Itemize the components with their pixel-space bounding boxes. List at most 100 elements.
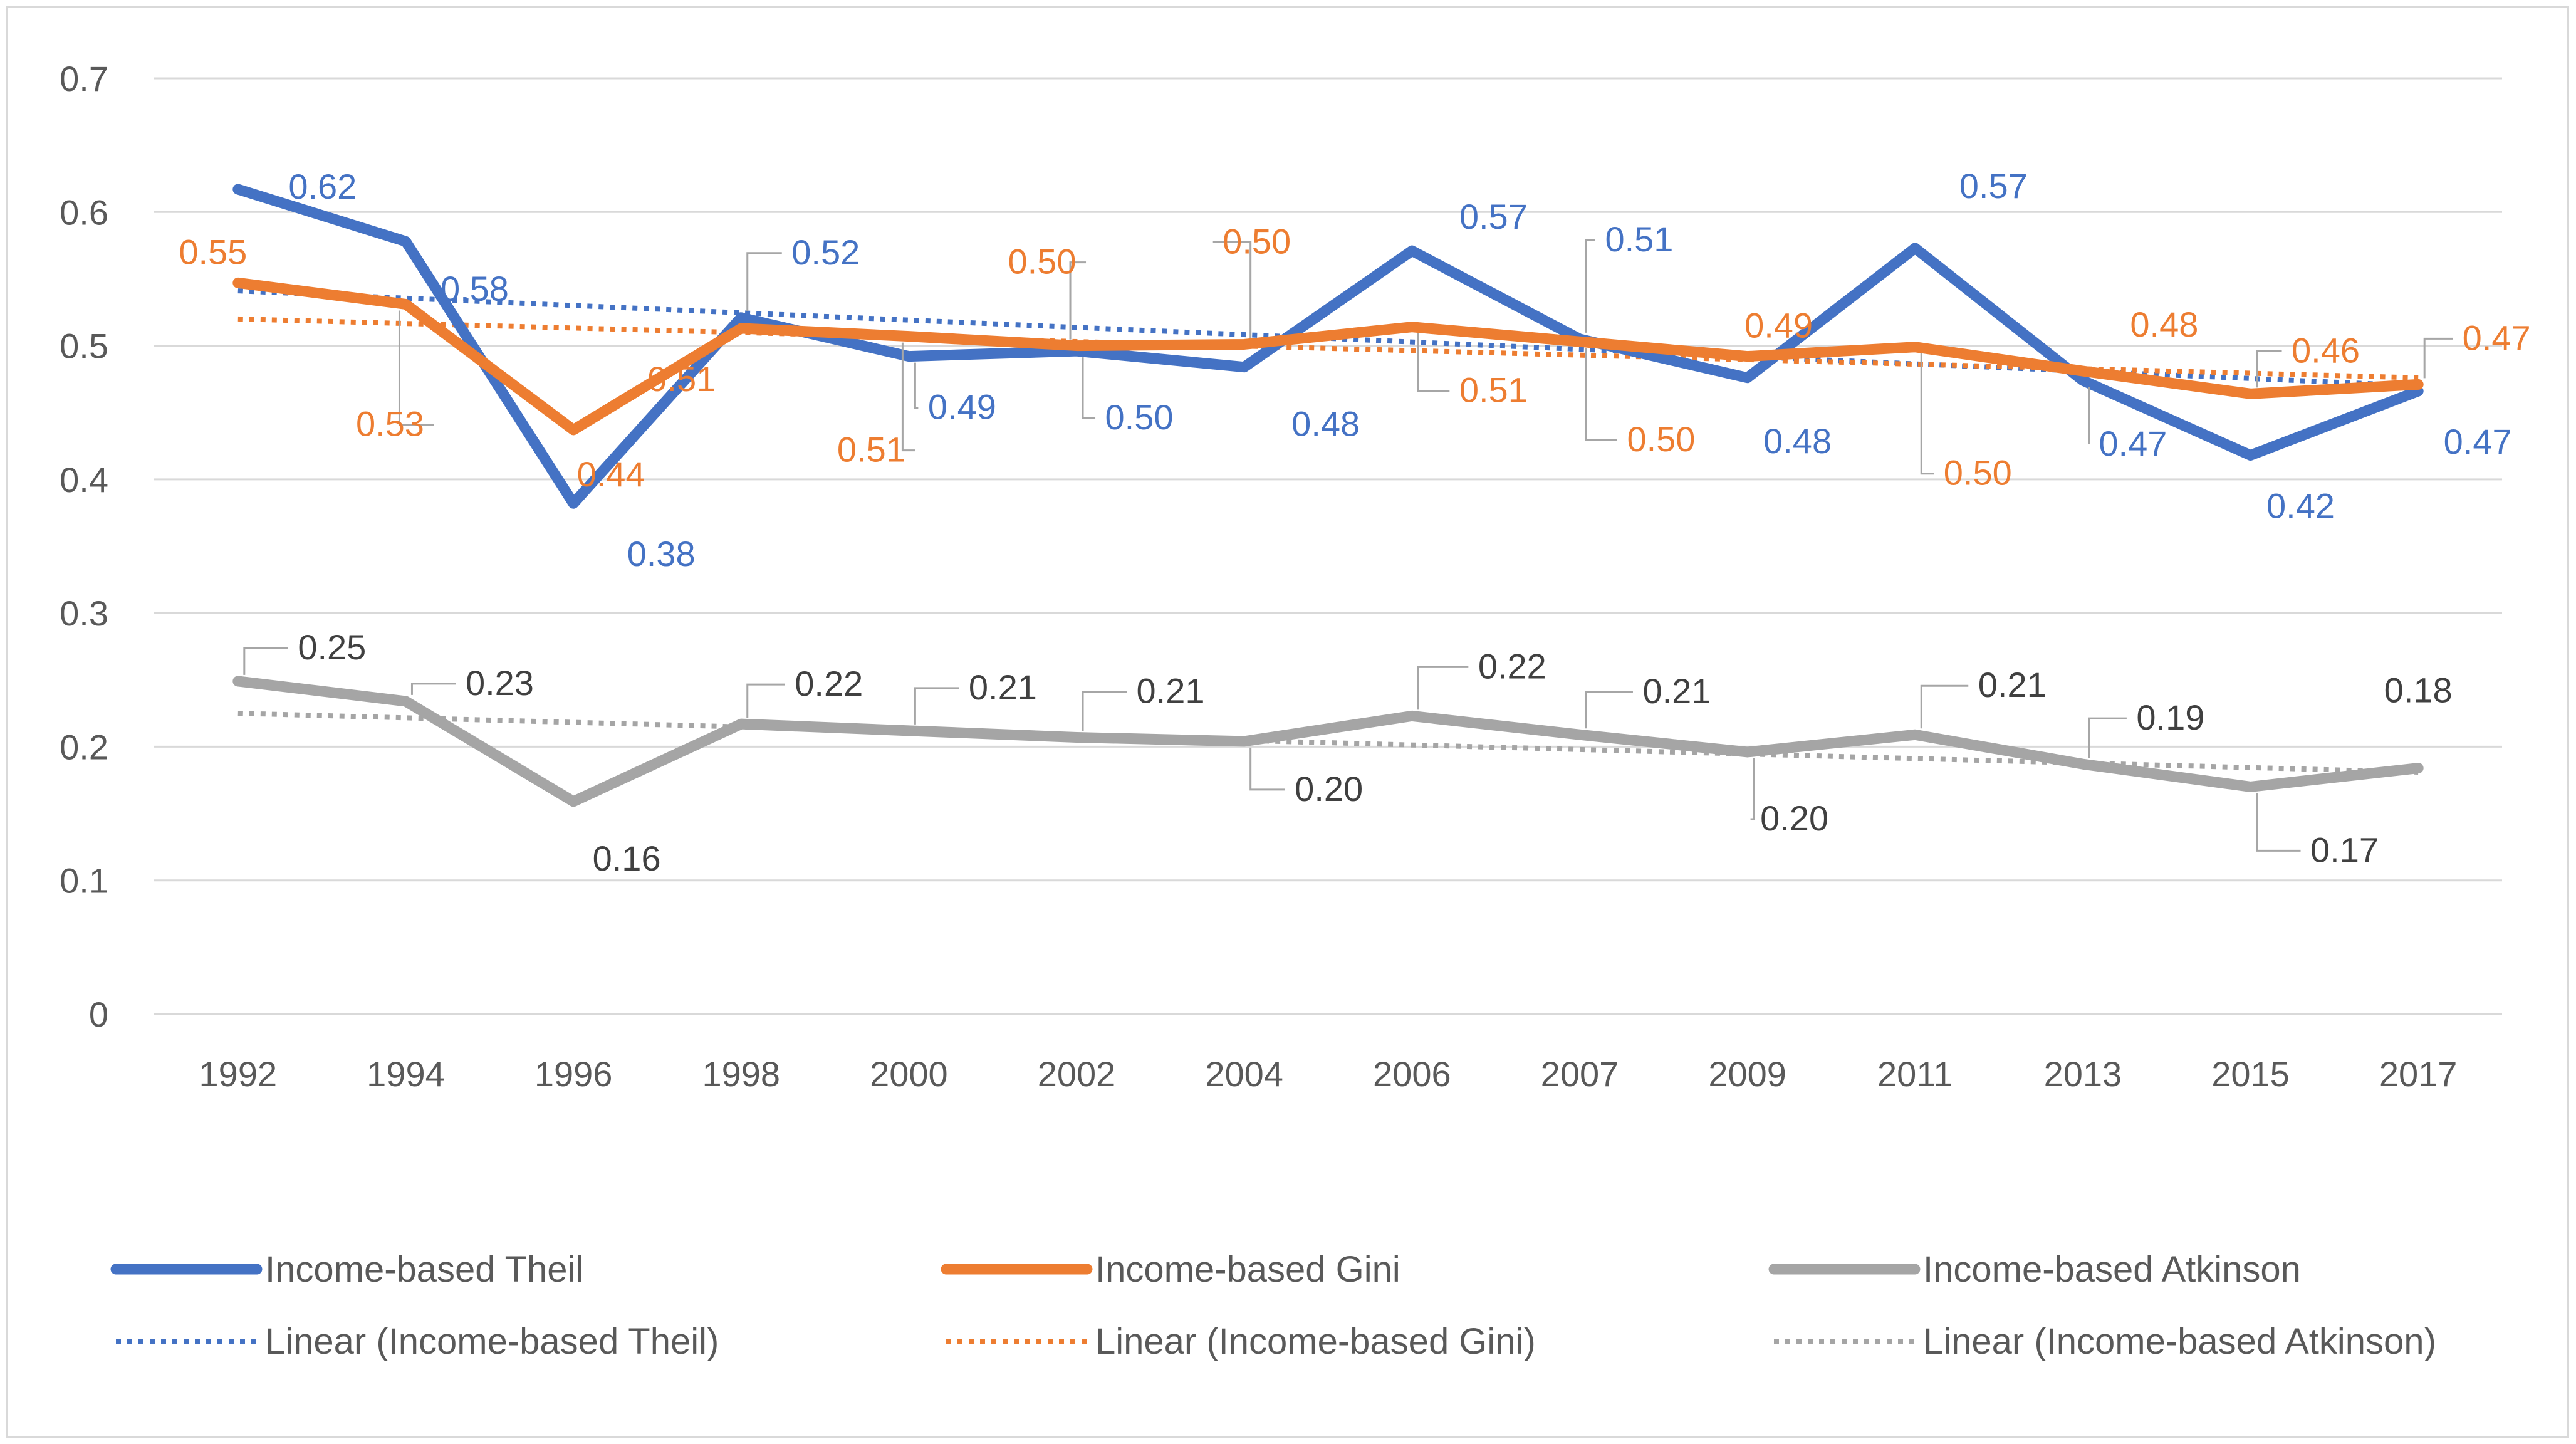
x-axis-ticks: 1992 1994 1996 1998 2000 2002 2004 2006 2007 2009…: [199, 1054, 2458, 1094]
data-label-leader: [1417, 666, 1469, 710]
data-label-atkinson: 0.21: [1137, 671, 1205, 710]
legend: Income-based Theil Income-based Gini Incom…: [110, 1249, 2436, 1362]
x-tick-label: 1992: [199, 1054, 278, 1094]
data-label-theil: 0.42: [2266, 486, 2335, 525]
data-label-theil: 0.47: [2444, 422, 2512, 461]
data-label-theil: 0.47: [2099, 424, 2167, 463]
data-label-gini: 0.53: [356, 404, 424, 443]
y-tick-label: 0.1: [60, 861, 108, 901]
data-label-leader: [1212, 241, 1252, 338]
y-tick-label: 0.3: [60, 594, 108, 633]
data-label-atkinson: 0.23: [466, 663, 534, 703]
y-tick-label: 0.4: [60, 460, 108, 500]
data-label-gini: 0.51: [837, 430, 905, 469]
data-label-atkinson: 0.20: [1760, 798, 1828, 838]
data-label-atkinson: 0.18: [2384, 671, 2453, 710]
x-tick-label: 2017: [2379, 1054, 2458, 1094]
data-label-gini: 0.55: [179, 232, 247, 271]
x-tick-label: 1996: [534, 1054, 613, 1094]
data-label-leader: [901, 342, 915, 452]
data-label-leader: [1082, 357, 1096, 419]
data-label-leader: [1750, 758, 1755, 820]
x-tick-label: 2006: [1373, 1054, 1451, 1094]
data-label-gini: 0.44: [577, 454, 645, 494]
data-label-atkinson: 0.20: [1295, 769, 1363, 808]
data-label-gini: 0.51: [647, 359, 716, 399]
legend-label-trend-atkinson: Linear (Income-based Atkinson): [1923, 1321, 2436, 1362]
data-label-theil: 0.48: [1291, 404, 1360, 444]
x-tick-label: 2013: [2044, 1054, 2122, 1094]
data-label-gini: 0.47: [2463, 318, 2531, 357]
series-line-gini: [232, 277, 2424, 436]
data-label-theil: 0.52: [791, 233, 860, 272]
data-label-gini: 0.50: [1008, 242, 1077, 281]
x-tick-label: 2009: [1708, 1054, 1786, 1094]
data-label-theil: 0.57: [1959, 166, 2028, 206]
x-tick-label: 2000: [870, 1054, 948, 1094]
chart-frame: 0 0.1 0.2 0.3 0.4 0.5 0.6 0.7 1992 1994 1996 1998 2…: [6, 6, 2569, 1438]
x-tick-label: 2011: [1877, 1054, 1953, 1094]
data-label-leader: [2256, 350, 2282, 388]
data-label-leader: [1249, 747, 1285, 791]
data-label-leader: [746, 683, 785, 718]
data-label-theil: 0.58: [441, 269, 509, 308]
data-label-leader: [2423, 337, 2453, 379]
data-label-leader: [1585, 239, 1595, 333]
legend-label-atkinson: Income-based Atkinson: [1923, 1249, 2301, 1290]
data-label-leader: [398, 310, 434, 426]
data-label-atkinson: 0.21: [1642, 671, 1711, 711]
data-label-gini: 0.50: [1627, 419, 1695, 459]
data-label-theil: 0.51: [1605, 219, 1673, 259]
data-label-atkinson: 0.22: [795, 664, 863, 703]
data-label-atkinson: 0.17: [2310, 830, 2379, 869]
data-label-theil: 0.57: [1459, 197, 1528, 236]
data-label-theil: 0.38: [627, 534, 696, 573]
data-label-leader: [1920, 684, 1969, 729]
legend-label-theil: Income-based Theil: [265, 1249, 583, 1290]
data-label-leader: [746, 252, 782, 311]
data-label-atkinson: 0.21: [1978, 665, 2047, 704]
x-tick-label: 2002: [1038, 1054, 1116, 1094]
data-label-atkinson: 0.22: [1478, 646, 1546, 686]
y-axis-ticks: 0 0.1 0.2 0.3 0.4 0.5 0.6 0.7: [60, 59, 108, 1034]
data-label-gini: 0.50: [1223, 221, 1291, 261]
data-label-leader: [2256, 793, 2301, 852]
data-label-gini: 0.48: [2130, 305, 2198, 344]
data-label-leader: [410, 683, 456, 695]
gridlines: [154, 77, 2502, 1015]
data-label-gini: 0.49: [1744, 306, 1813, 345]
y-tick-label: 0.7: [60, 59, 108, 98]
x-tick-label: 1994: [367, 1054, 445, 1094]
x-tick-label: 2004: [1205, 1054, 1283, 1094]
data-label-theil: 0.50: [1105, 397, 1174, 437]
data-label-leader: [243, 647, 288, 675]
trendlines: [237, 288, 2419, 775]
y-tick-label: 0.6: [60, 192, 108, 232]
data-label-theil: 0.49: [928, 387, 996, 427]
y-tick-label: 0.2: [60, 727, 108, 766]
data-label-leader: [914, 362, 919, 409]
data-label-gini: 0.46: [2292, 330, 2360, 370]
data-label-leader: [1069, 261, 1087, 340]
data-label-leader: [1417, 333, 1450, 392]
x-tick-label: 1998: [702, 1054, 780, 1094]
x-tick-label: 2007: [1541, 1054, 1619, 1094]
data-series: [232, 184, 2424, 807]
y-tick-label: 0: [89, 995, 108, 1034]
data-label-atkinson: 0.16: [593, 839, 661, 878]
series-line-atkinson: [232, 676, 2424, 807]
data-label-leader: [914, 687, 959, 725]
data-label-atkinson: 0.21: [969, 667, 1037, 707]
legend-label-trend-theil: Linear (Income-based Theil): [265, 1321, 719, 1362]
data-label-leader: [1082, 690, 1127, 731]
y-tick-label: 0.5: [60, 327, 108, 366]
data-label-atkinson: 0.19: [2136, 698, 2204, 737]
data-label-leader: [1585, 348, 1617, 441]
data-label-leader: [2088, 717, 2127, 758]
data-label-atkinson: 0.25: [298, 627, 366, 667]
data-label-leader: [1920, 353, 1934, 475]
x-tick-label: 2015: [2211, 1054, 2290, 1094]
data-labels: 0.62 0.58 0.38 0.52 0.49 0.50 0.48 0.57 0.51 0.48…: [179, 166, 2530, 878]
data-label-theil: 0.62: [288, 167, 357, 206]
data-label-leader: [1585, 691, 1633, 729]
